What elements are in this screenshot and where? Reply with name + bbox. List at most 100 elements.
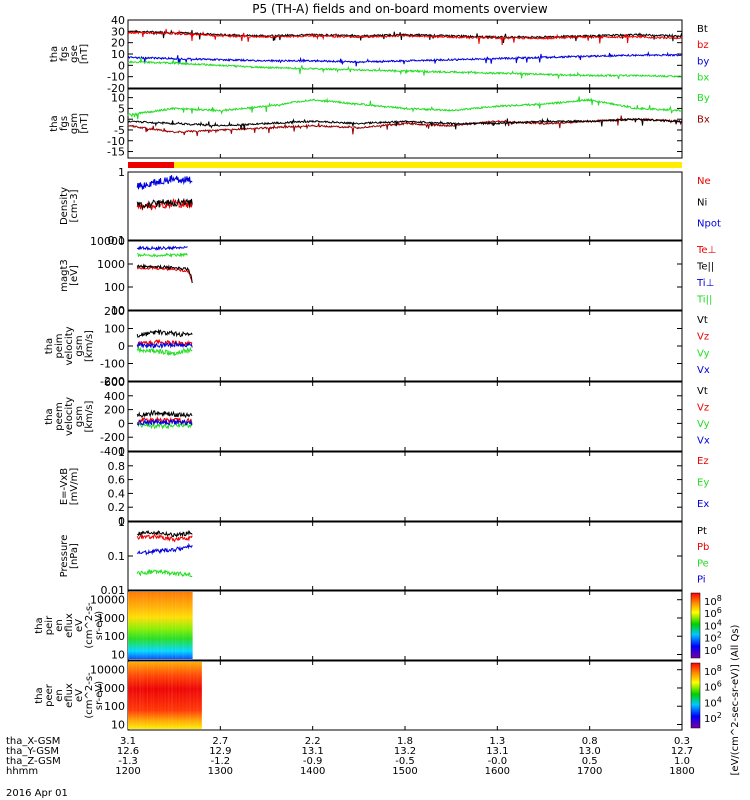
- y-axis-label: (cm^2-s-: [84, 672, 95, 719]
- spectrogram-stripe: [136, 592, 137, 659]
- spectrogram-stripe: [141, 662, 143, 729]
- x-tick-label: 13.0: [579, 746, 601, 757]
- x-tick-label: 1300: [208, 766, 233, 777]
- spectrogram-stripe: [137, 592, 139, 659]
- spectrogram-stripe: [180, 662, 182, 729]
- y-tick-label: 10: [111, 304, 125, 317]
- colorbar-label: [eV/(cm^2-sec-sr-eV)] (All Qs): [730, 624, 741, 775]
- y-axis-label: [nPa]: [69, 543, 80, 569]
- legend-by: By: [697, 93, 710, 104]
- spectrogram-stripe: [170, 662, 172, 729]
- x-tick-label: 1500: [392, 766, 417, 777]
- y-tick-label: 0.1: [108, 550, 126, 563]
- y-tick-label: 10: [111, 649, 125, 662]
- spectrogram-stripe: [148, 662, 150, 729]
- y-tick-label: 0: [118, 515, 125, 528]
- y-axis-label: [mV/m]: [69, 468, 80, 506]
- spectrogram-stripe: [172, 592, 173, 659]
- spectrogram-stripe: [155, 662, 157, 729]
- y-axis-label: gsm: [74, 335, 85, 356]
- series-line-total: [127, 117, 683, 131]
- y-axis-label: velocity: [64, 326, 75, 365]
- panel-frame: [127, 240, 683, 311]
- spectrogram-stripe: [128, 662, 129, 729]
- y-axis-label: gsm: [69, 113, 80, 134]
- y-axis-label: gsm: [74, 406, 85, 427]
- x-axis-labels: tha_X-GSM 3.1 2.7 2.2 1.8 1.3 0.8 0.3 tha_Y-GSM 1…: [6, 736, 695, 777]
- x-tick-label: 12.7: [671, 746, 693, 757]
- x-tick-label: 1.3: [489, 736, 505, 747]
- y-axis-label: eV: [74, 619, 85, 632]
- y-axis-label: velocity: [64, 397, 75, 436]
- y-tick-label: 100: [104, 700, 125, 713]
- spectrogram-stripe: [200, 662, 201, 729]
- spectrogram-stripe: [144, 662, 146, 729]
- legend-ni: Ni: [697, 197, 707, 208]
- y-axis-label: [km/s]: [84, 400, 95, 432]
- spectrogram-stripe: [134, 592, 136, 659]
- spectrogram-stripe: [176, 662, 178, 729]
- x-tick-label: 3.1: [120, 736, 136, 747]
- spectrogram-stripe: [176, 592, 178, 659]
- spectrogram-stripe: [194, 662, 196, 729]
- spectrogram-stripe: [144, 592, 146, 659]
- y-axis-label: [nT]: [79, 113, 90, 133]
- y-axis-label: [nT]: [79, 44, 90, 64]
- spectrogram-stripe: [173, 592, 175, 659]
- series-line-ti: [136, 245, 188, 251]
- x-tick-label: 1.8: [397, 736, 413, 747]
- series-line-ti: [137, 252, 188, 258]
- x-tick-label: -0.5: [395, 756, 415, 767]
- spectrogram-stripe: [128, 592, 129, 659]
- y-axis-label: Density: [59, 187, 70, 225]
- x-tick-label: 12.6: [117, 746, 139, 757]
- y-axis-label: peim: [54, 333, 65, 358]
- spectrogram-stripe: [152, 592, 154, 659]
- x-tick-label: 1700: [577, 766, 602, 777]
- y-tick-label: -15: [107, 146, 125, 159]
- y-tick-label: 0.2: [108, 501, 126, 514]
- x-tick-label: -0.9: [303, 756, 323, 767]
- x-row-name: tha_X-GSM: [6, 736, 60, 747]
- y-axis-label: magt3: [59, 259, 70, 292]
- spectrogram-stripe: [198, 662, 200, 729]
- series-line-bt: [127, 29, 683, 43]
- y-axis-label: sr-eV): [94, 681, 105, 710]
- x-tick-label: 13.1: [486, 746, 508, 757]
- spectrogram-stripe: [143, 592, 144, 659]
- y-tick-label: 200: [104, 404, 125, 417]
- y-axis-label: fgs: [59, 46, 70, 61]
- legend-vx: Vx: [697, 435, 710, 446]
- spectrogram-stripe: [129, 662, 130, 729]
- spectrogram-stripe: [146, 662, 147, 729]
- spectrogram-stripe: [168, 662, 169, 729]
- spectrogram-stripe: [148, 592, 150, 659]
- spectrogram-stripe: [187, 592, 189, 659]
- panel-frame: [127, 310, 683, 382]
- y-tick-label: -10: [107, 71, 125, 84]
- spectrogram-stripe: [172, 662, 173, 729]
- y-tick-label: -200: [100, 431, 125, 444]
- panel-frame: [127, 521, 683, 591]
- spectrogram-stripe: [159, 662, 161, 729]
- y-axis-label: fgs: [59, 116, 70, 131]
- spectrogram-stripe: [179, 592, 180, 659]
- spectrogram-stripe: [175, 592, 176, 659]
- y-tick-label: 10: [111, 48, 125, 61]
- spectrogram-stripe: [159, 592, 161, 659]
- y-tick-label: 10000: [90, 664, 125, 677]
- spectrogram-stripe: [151, 662, 153, 729]
- spectrogram-stripe: [133, 592, 135, 659]
- y-tick-label: 1: [118, 166, 125, 179]
- legend-ti: Ti||: [696, 294, 712, 305]
- y-tick-label: 100: [104, 323, 125, 336]
- spectrogram-stripe: [130, 662, 132, 729]
- panel-4: 10 100 1000 10000 magt3 [eV] Te⊥ Te|| Ti⊥ Ti||: [59, 235, 716, 317]
- colorbar-tick-label: 102: [704, 631, 722, 645]
- spectrogram-stripe: [169, 592, 171, 659]
- series-line-te: [136, 263, 193, 284]
